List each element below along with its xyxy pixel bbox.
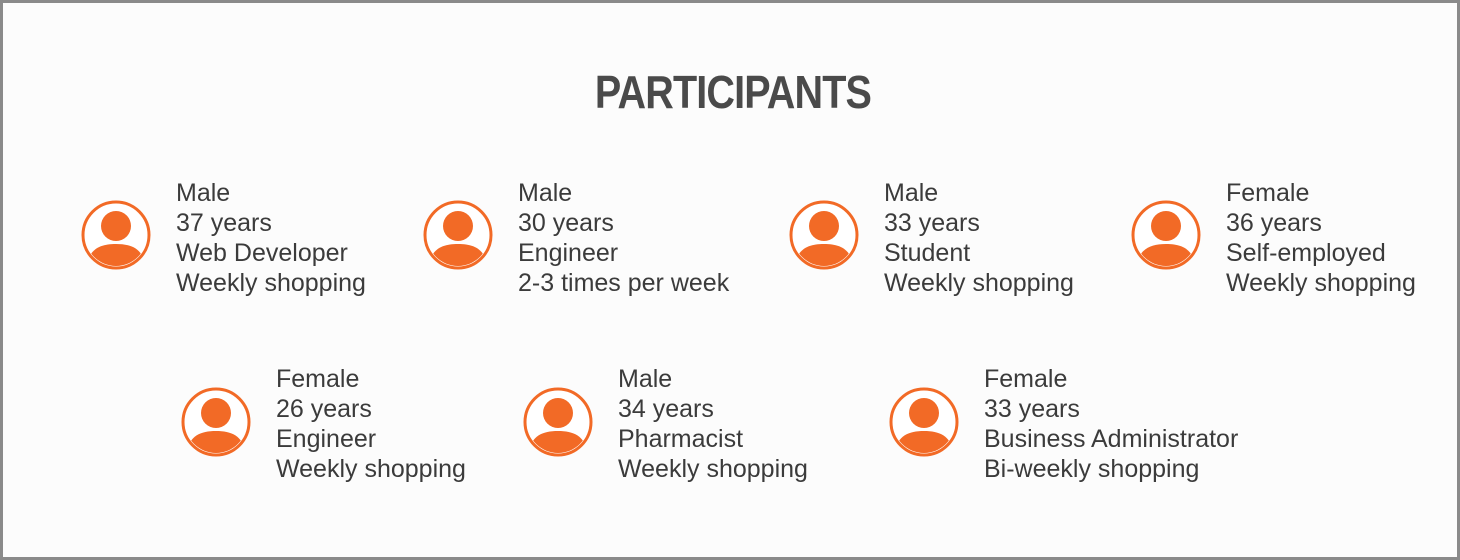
participant-occupation: Student [884, 239, 971, 267]
participant-gender: Male [518, 179, 573, 207]
participant-shopping-frequency: Weekly shopping [1226, 269, 1416, 297]
participant-gender: Female [1226, 179, 1310, 207]
participant-age: 37 years [176, 209, 272, 237]
person-avatar-icon [789, 200, 859, 270]
participant-gender: Male [884, 179, 939, 207]
participant-shopping-frequency: Weekly shopping [618, 455, 808, 483]
participant-occupation: Business Administrator [984, 425, 1239, 453]
participant-age: 33 years [984, 395, 1080, 423]
participant-occupation: Engineer [518, 239, 619, 267]
person-avatar-icon [889, 387, 959, 457]
person-avatar-icon [523, 387, 593, 457]
participant-age: 30 years [518, 209, 614, 237]
participant-occupation: Engineer [276, 425, 377, 453]
participant-occupation: Web Developer [176, 239, 348, 267]
participant-occupation: Self-employed [1226, 239, 1386, 267]
person-avatar-icon [181, 387, 251, 457]
page-title: PARTICIPANTS [594, 66, 872, 118]
participant-age: 36 years [1226, 209, 1322, 237]
person-avatar-icon [423, 200, 493, 270]
participant-age: 33 years [884, 209, 980, 237]
participant-shopping-frequency: Weekly shopping [884, 269, 1074, 297]
person-avatar-icon [1131, 200, 1201, 270]
participant-shopping-frequency: 2-3 times per week [518, 269, 730, 297]
participant-shopping-frequency: Weekly shopping [176, 269, 366, 297]
person-avatar-icon [81, 200, 151, 270]
participant-gender: Female [984, 365, 1068, 393]
participant-occupation: Pharmacist [618, 425, 744, 453]
participant-shopping-frequency: Bi-weekly shopping [984, 455, 1200, 483]
participant-gender: Female [276, 365, 360, 393]
participant-age: 26 years [276, 395, 372, 423]
participant-gender: Male [176, 179, 231, 207]
participant-age: 34 years [618, 395, 714, 423]
participant-shopping-frequency: Weekly shopping [276, 455, 466, 483]
participant-gender: Male [618, 365, 673, 393]
